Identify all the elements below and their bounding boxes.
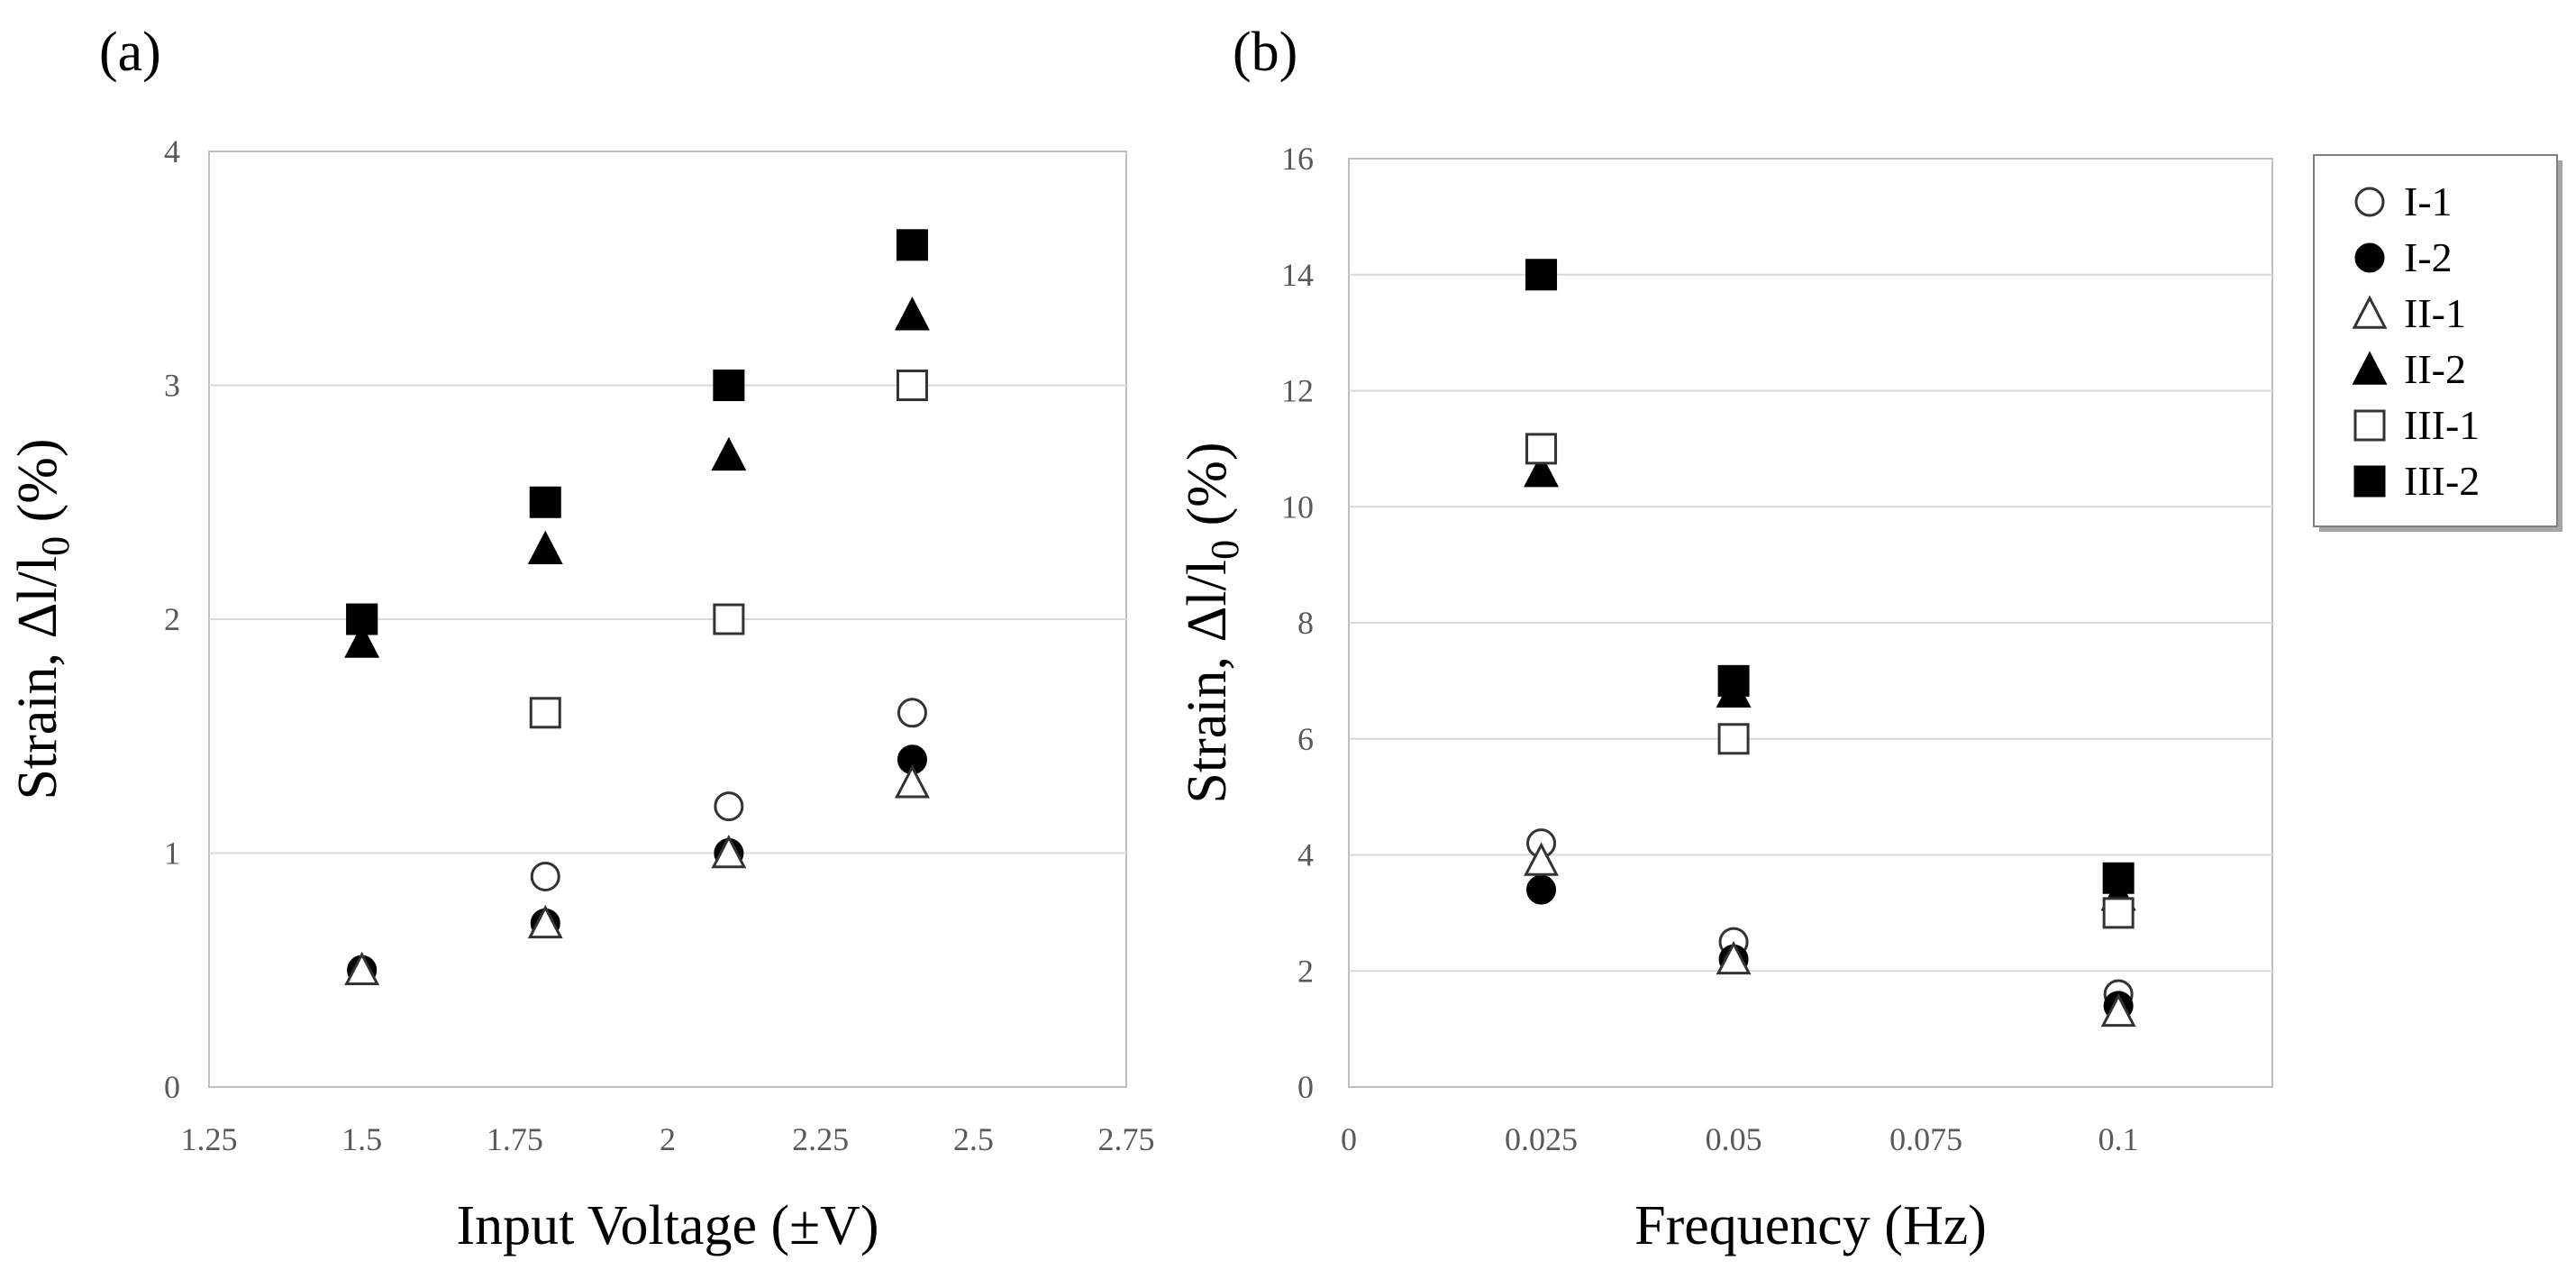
series-II-1	[344, 764, 930, 986]
data-point	[711, 834, 747, 869]
legend-marker	[2352, 351, 2388, 385]
y-tick-label: 1	[164, 836, 180, 872]
x-tick-label: 2.5	[953, 1121, 994, 1157]
data-point	[530, 861, 560, 891]
legend-marker	[2353, 465, 2386, 498]
chart-panel-a: 0 1 2 3 4 1.25 1.5 1.75 2 2.25 2.5 2.75 (a) Input Vol…	[7, 22, 1155, 1256]
data-point	[346, 603, 378, 635]
series-I-1	[1526, 828, 2134, 1009]
data-point	[1524, 842, 1560, 876]
data-point	[713, 603, 745, 635]
data-point	[529, 486, 561, 518]
series-I-1	[347, 698, 927, 985]
y-tick-label: 12	[1281, 373, 1314, 409]
series-III-2	[346, 229, 928, 635]
y-tick-label: 2	[164, 601, 180, 637]
data-point	[2102, 862, 2135, 894]
x-tick-label: 0.025	[1505, 1121, 1578, 1157]
legend: I-1 I-2 II-1 II-2 III-1 III-2	[2313, 154, 2562, 532]
data-point	[1526, 874, 1557, 905]
data-point	[527, 530, 563, 564]
legend-label: II-2	[2404, 346, 2466, 392]
data-point	[1524, 453, 1560, 488]
data-point	[1525, 433, 1558, 465]
y-tick-label: 8	[1297, 605, 1314, 641]
series-I-2	[347, 745, 927, 985]
data-point	[897, 698, 927, 728]
y-tick-label: 16	[1281, 141, 1314, 177]
panel-label: (a)	[99, 22, 161, 83]
x-tick-label: 0	[1341, 1121, 1357, 1157]
legend-marker	[2352, 295, 2388, 329]
x-tick-label: 1.75	[487, 1121, 543, 1157]
x-tick-label: 2.25	[792, 1121, 849, 1157]
legend-label: I-2	[2404, 234, 2453, 280]
legend-label: III-1	[2404, 402, 2480, 448]
data-point	[344, 951, 380, 986]
data-point	[713, 370, 745, 401]
x-tick-label: 0.05	[1706, 1121, 1762, 1157]
y-axis-title: Strain, Δl/l0 (%)	[7, 438, 77, 799]
y-tick-label: 4	[1297, 837, 1314, 873]
x-tick-label: 2.75	[1098, 1121, 1155, 1157]
legend-box	[2313, 154, 2558, 527]
series-III-2	[1525, 259, 2135, 894]
data-point	[2100, 992, 2136, 1028]
y-tick-label: 2	[1297, 953, 1314, 989]
data-point	[529, 697, 561, 729]
data-point	[1717, 664, 1750, 697]
data-point	[527, 904, 563, 939]
y-tick-label: 6	[1297, 721, 1314, 757]
legend-label: I-1	[2404, 178, 2453, 224]
series-III-1	[346, 370, 928, 729]
legend-marker	[2353, 409, 2386, 442]
data-point	[1716, 940, 1752, 975]
legend-label: II-1	[2404, 290, 2466, 336]
y-tick-label: 3	[164, 368, 180, 404]
legend-marker	[2354, 187, 2385, 217]
x-tick-label: 1.25	[181, 1121, 238, 1157]
series-II-1	[1524, 842, 2136, 1028]
series-I-2	[1526, 874, 2134, 1021]
x-axis-title: Input Voltage (±V)	[456, 1195, 878, 1256]
y-tick-label: 0	[1297, 1069, 1314, 1105]
legend-marker	[2354, 242, 2385, 273]
x-tick-label: 2	[660, 1121, 676, 1157]
y-tick-label: 4	[164, 133, 180, 169]
data-point	[2102, 897, 2135, 929]
y-tick-label: 0	[164, 1069, 180, 1105]
chart-panel-b: 0 2 4 6 8 10 12 14 16 0 0.025 0.05 0.075 0.1 (b) Freque…	[1177, 22, 2562, 1256]
data-point	[896, 229, 928, 261]
data-point	[714, 791, 744, 822]
data-point	[1525, 259, 1558, 291]
data-point	[894, 297, 930, 331]
y-tick-label: 14	[1281, 257, 1314, 293]
y-axis-title: Strain, Δl/l0 (%)	[1177, 442, 1247, 803]
data-point	[711, 436, 747, 471]
x-tick-label: 0.1	[2098, 1121, 2139, 1157]
series-III-1	[1525, 433, 2135, 929]
x-axis-title: Frequency (Hz)	[1634, 1195, 1987, 1256]
series-II-2	[1524, 453, 2136, 911]
data-point	[894, 764, 930, 799]
data-point	[1717, 723, 1750, 755]
panel-label: (b)	[1233, 22, 1297, 83]
x-tick-label: 1.5	[341, 1121, 382, 1157]
data-point	[896, 370, 928, 401]
legend-label: III-2	[2404, 458, 2480, 504]
data-point	[344, 624, 380, 658]
series-II-2	[344, 297, 930, 658]
x-tick-label: 0.075	[1889, 1121, 1962, 1157]
y-tick-label: 10	[1281, 489, 1314, 525]
